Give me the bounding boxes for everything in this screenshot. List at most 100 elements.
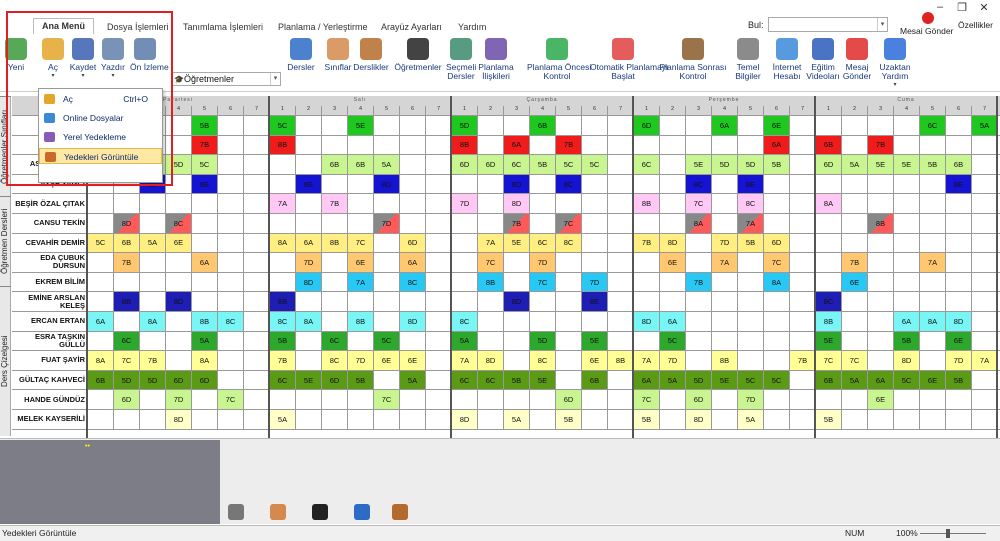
timetable-cell[interactable] bbox=[321, 116, 347, 135]
timetable-cell[interactable] bbox=[919, 194, 945, 213]
teacher-name[interactable]: GÜLTAÇ KAHVECİ bbox=[12, 370, 87, 390]
timetable-cell[interactable] bbox=[243, 253, 269, 272]
timetable-cell[interactable] bbox=[633, 292, 659, 311]
timetable-cell[interactable]: 6A bbox=[711, 116, 737, 135]
timetable-cell[interactable] bbox=[633, 214, 659, 233]
timetable-cell[interactable] bbox=[659, 135, 685, 155]
restore-button[interactable]: ❐ bbox=[957, 2, 967, 14]
timetable-cell[interactable]: 5B bbox=[633, 410, 659, 429]
timetable-cell[interactable] bbox=[269, 214, 295, 233]
timetable-cell[interactable]: 7C bbox=[763, 253, 789, 272]
timetable-cell[interactable] bbox=[919, 351, 945, 370]
timetable-cell[interactable] bbox=[321, 390, 347, 409]
timetable-cell[interactable] bbox=[243, 351, 269, 370]
timetable-cell[interactable]: 8D bbox=[503, 174, 529, 194]
timetable-cell[interactable] bbox=[243, 272, 269, 292]
timetable-cell[interactable] bbox=[893, 253, 919, 272]
timetable-cell[interactable]: 8D bbox=[451, 410, 477, 429]
timetable-cell[interactable]: 5A bbox=[503, 410, 529, 429]
timetable-cell[interactable]: 8B bbox=[815, 312, 841, 331]
timetable-cell[interactable] bbox=[971, 214, 997, 233]
timetable-cell[interactable]: 7A bbox=[477, 233, 503, 253]
timetable-cell[interactable] bbox=[321, 135, 347, 155]
timetable-cell[interactable] bbox=[711, 312, 737, 331]
timetable-cell[interactable]: 6C bbox=[503, 155, 529, 174]
ribbon-button-10[interactable]: Seçmeli Dersler bbox=[446, 38, 476, 81]
timetable-cell[interactable] bbox=[971, 331, 997, 351]
timetable-cell[interactable] bbox=[685, 312, 711, 331]
teacher-name[interactable]: BEŞİR ÖZAL ÇITAK bbox=[12, 194, 87, 213]
timetable-cell[interactable]: 7D bbox=[945, 351, 971, 370]
timetable-cell[interactable] bbox=[867, 312, 893, 331]
teacher-name[interactable]: ESRA TAŞKIN GÜLLÜ bbox=[12, 331, 87, 351]
timetable-cell[interactable] bbox=[581, 233, 607, 253]
timetable-cell[interactable] bbox=[477, 194, 503, 213]
timetable-cell[interactable]: 8B bbox=[711, 351, 737, 370]
timetable-cell[interactable] bbox=[971, 233, 997, 253]
timetable-cell[interactable]: 6E bbox=[659, 253, 685, 272]
timetable-cell[interactable] bbox=[763, 292, 789, 311]
timetable-cell[interactable] bbox=[451, 214, 477, 233]
timetable-cell[interactable] bbox=[555, 116, 581, 135]
timetable-cell[interactable] bbox=[971, 312, 997, 331]
timetable-cell[interactable]: 6D bbox=[633, 116, 659, 135]
timetable-cell[interactable]: 8D bbox=[165, 292, 191, 311]
timetable-cell[interactable] bbox=[295, 214, 321, 233]
timetable-cell[interactable] bbox=[633, 174, 659, 194]
timetable-cell[interactable] bbox=[737, 292, 763, 311]
timetable-cell[interactable] bbox=[87, 253, 113, 272]
timetable-cell[interactable] bbox=[867, 233, 893, 253]
timetable-cell[interactable] bbox=[789, 155, 815, 174]
timetable-cell[interactable] bbox=[113, 410, 139, 429]
timetable-cell[interactable]: 6E bbox=[347, 253, 373, 272]
timetable-cell[interactable] bbox=[607, 410, 633, 429]
timetable-cell[interactable] bbox=[919, 233, 945, 253]
timetable-cell[interactable] bbox=[945, 272, 971, 292]
timetable-cell[interactable] bbox=[971, 410, 997, 429]
teacher-name[interactable]: HANDE GÜNDÜZ bbox=[12, 390, 87, 409]
timetable-cell[interactable]: 8D bbox=[659, 233, 685, 253]
timetable-cell[interactable]: 7B bbox=[685, 272, 711, 292]
timetable-cell[interactable] bbox=[139, 214, 165, 233]
timetable-cell[interactable] bbox=[503, 312, 529, 331]
chevron-down-icon[interactable]: ▾ bbox=[111, 73, 115, 79]
timetable-cell[interactable]: 7B bbox=[113, 253, 139, 272]
timetable-cell[interactable] bbox=[243, 174, 269, 194]
timetable-cell[interactable] bbox=[919, 292, 945, 311]
timetable-cell[interactable] bbox=[165, 135, 191, 155]
timetable-cell[interactable]: 5E bbox=[893, 155, 919, 174]
timetable-cell[interactable]: 8A bbox=[815, 194, 841, 213]
timetable-cell[interactable] bbox=[425, 410, 451, 429]
timetable-cell[interactable] bbox=[607, 116, 633, 135]
side-tab-3[interactable]: Ders Çizelgesi bbox=[0, 286, 11, 436]
timetable-cell[interactable]: 6D bbox=[191, 370, 217, 390]
timetable-cell[interactable]: 6A bbox=[633, 370, 659, 390]
timetable-cell[interactable] bbox=[685, 331, 711, 351]
timetable-cell[interactable]: 8E bbox=[191, 174, 217, 194]
timetable-cell[interactable] bbox=[737, 253, 763, 272]
timetable-cell[interactable] bbox=[971, 155, 997, 174]
timetable-cell[interactable]: 7B bbox=[269, 351, 295, 370]
timetable-cell[interactable]: 7A bbox=[711, 253, 737, 272]
timetable-cell[interactable]: 5C bbox=[763, 370, 789, 390]
menu-item-1[interactable]: Aç Ctrl+O bbox=[39, 91, 162, 107]
timetable-cell[interactable] bbox=[789, 292, 815, 311]
message-alert-icon[interactable] bbox=[922, 12, 934, 24]
timetable-cell[interactable] bbox=[555, 370, 581, 390]
timetable-cell[interactable]: 8A bbox=[87, 351, 113, 370]
timetable-cell[interactable] bbox=[113, 312, 139, 331]
timetable-cell[interactable] bbox=[841, 135, 867, 155]
timetable-cell[interactable] bbox=[165, 312, 191, 331]
timetable-cell[interactable]: 6E bbox=[919, 370, 945, 390]
timetable-cell[interactable]: 8A bbox=[295, 312, 321, 331]
timetable-cell[interactable] bbox=[399, 390, 425, 409]
timetable-cell[interactable]: 8D bbox=[685, 410, 711, 429]
teacher-name[interactable]: CEVAHİR DEMİR bbox=[12, 233, 87, 253]
timetable-cell[interactable] bbox=[425, 155, 451, 174]
timetable-cell[interactable]: 5C bbox=[659, 331, 685, 351]
timetable-cell[interactable] bbox=[737, 272, 763, 292]
timetable-cell[interactable]: 7C bbox=[113, 351, 139, 370]
timetable-cell[interactable] bbox=[347, 135, 373, 155]
timetable-cell[interactable] bbox=[399, 292, 425, 311]
timetable-cell[interactable]: 7A bbox=[347, 272, 373, 292]
